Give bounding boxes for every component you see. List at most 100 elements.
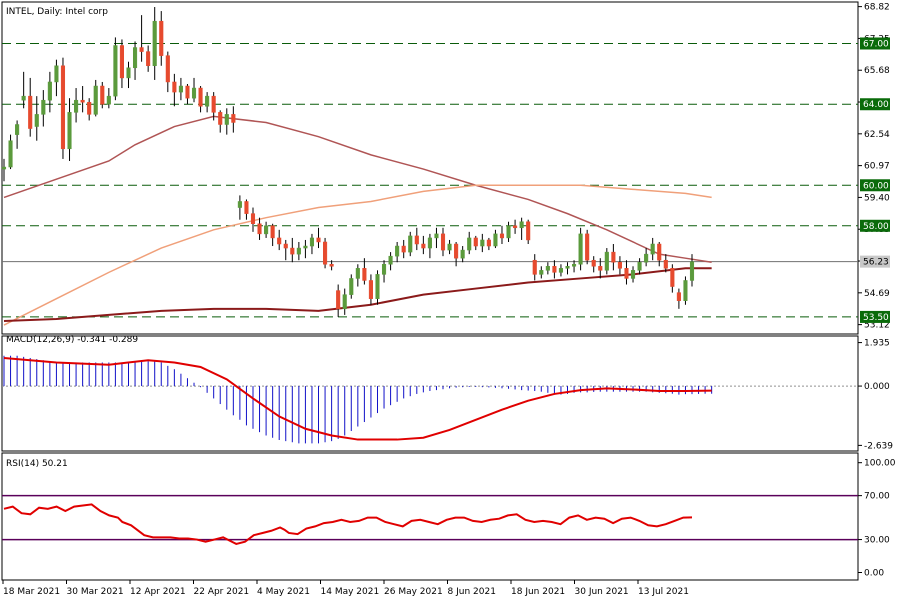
level-label-box xyxy=(860,37,890,50)
price-tick-label: 54.69 xyxy=(864,289,890,299)
candle-body xyxy=(329,264,334,267)
candle-body xyxy=(558,268,564,273)
candle-body xyxy=(146,51,151,67)
candle-body xyxy=(611,251,616,263)
panel-frame xyxy=(1,335,859,452)
level-label-box xyxy=(860,310,890,323)
candle-body xyxy=(499,233,505,239)
candle-body xyxy=(552,266,557,273)
level-label: 67.00 xyxy=(863,39,889,49)
rsi-label: RSI(14) 50.21 xyxy=(6,459,68,469)
candle-body xyxy=(257,223,262,235)
candle-body xyxy=(598,266,603,271)
candle-body xyxy=(211,95,216,113)
candle-body xyxy=(604,251,609,271)
candle-body xyxy=(309,237,315,247)
candle-body xyxy=(264,225,269,235)
candle-body xyxy=(303,245,308,249)
x-tick-label: 13 Jul 2021 xyxy=(638,587,689,597)
x-tick-label: 8 Jun 2021 xyxy=(448,587,496,597)
current-price-label: 56.23 xyxy=(863,258,889,268)
candle-body xyxy=(408,235,413,253)
x-tick-label: 4 May 2021 xyxy=(257,587,310,597)
panel-frame xyxy=(1,452,859,581)
candle-body xyxy=(591,259,596,267)
candle-body xyxy=(296,247,301,255)
candle-body xyxy=(231,114,236,123)
x-tick-label: 22 Apr 2021 xyxy=(194,587,250,597)
candle-body xyxy=(395,245,400,257)
level-label: 64.00 xyxy=(863,100,889,110)
candle-body xyxy=(126,67,131,79)
candle-body xyxy=(54,65,59,83)
candle-body xyxy=(624,268,629,279)
candle-body xyxy=(388,255,393,265)
level-label-box xyxy=(860,219,890,232)
candle-body xyxy=(401,245,406,253)
rsi-line xyxy=(3,503,693,546)
candle-body xyxy=(28,95,33,129)
candle-body xyxy=(650,243,655,255)
candle-body xyxy=(323,241,328,265)
level-label-box xyxy=(860,98,890,111)
panel-labels: INTEL, Daily: Intel corp MACD(12,26,9) -… xyxy=(6,7,138,469)
rsi-tick-label: 0.00 xyxy=(864,569,884,579)
candle-body xyxy=(447,243,452,251)
candle-body xyxy=(644,253,649,263)
macd-tick-label: 1.935 xyxy=(864,339,890,349)
candle-body xyxy=(506,225,511,239)
candle-body xyxy=(250,213,256,225)
rsi-tick-label: 70.00 xyxy=(864,492,890,502)
candle-body xyxy=(657,243,662,261)
price-tick-label: 68.82 xyxy=(864,3,890,13)
candle-body xyxy=(689,261,695,281)
price-tick-label: 53.12 xyxy=(864,321,890,331)
candle-body xyxy=(342,294,347,310)
candle-body xyxy=(355,268,360,279)
macd-tick-label: 0.000 xyxy=(864,382,890,392)
candle-body xyxy=(21,95,26,101)
x-tick-label: 18 Jun 2021 xyxy=(511,587,565,597)
panel-frame xyxy=(1,1,859,335)
candle-body xyxy=(277,237,282,245)
candle-body xyxy=(585,233,590,261)
candle-body xyxy=(178,85,183,93)
candle-body xyxy=(486,239,491,247)
candle-body xyxy=(421,243,426,249)
candle-body xyxy=(565,266,570,269)
x-tick-label: 18 Mar 2021 xyxy=(3,587,60,597)
candle-body xyxy=(41,99,46,115)
candle-body xyxy=(539,270,544,275)
price-tick-label: 59.40 xyxy=(864,193,890,203)
rsi-tick-label: 30.00 xyxy=(864,536,890,546)
macd-panel: 1.935 0.000 -2.639 xyxy=(1,335,893,452)
candle-body xyxy=(47,81,52,101)
candle-body xyxy=(100,85,105,105)
candle-body xyxy=(454,243,459,259)
candle-body xyxy=(74,99,79,113)
candle-body xyxy=(630,270,636,279)
candle-body xyxy=(637,261,642,271)
level-label: 53.50 xyxy=(863,313,889,323)
macd-tick-label: -2.639 xyxy=(864,441,893,451)
candle-body xyxy=(191,87,197,99)
candle-body xyxy=(165,55,170,83)
candle-body xyxy=(205,95,210,107)
candle-body xyxy=(218,112,223,125)
candle-body xyxy=(375,274,380,299)
candle-body xyxy=(663,259,668,269)
candle-body xyxy=(244,201,249,214)
candle-body xyxy=(1,166,7,170)
candle-body xyxy=(532,259,537,275)
candle-body xyxy=(283,243,288,249)
candle-body xyxy=(80,99,85,103)
candle-body xyxy=(414,235,419,245)
candle-body xyxy=(617,261,622,269)
x-axis: 18 Mar 2021 30 Mar 2021 12 Apr 2021 22 Apr … xyxy=(2,580,689,597)
candle-body xyxy=(270,225,275,239)
candle-body xyxy=(106,95,111,105)
candle-body xyxy=(670,268,675,287)
candle-body xyxy=(113,45,118,97)
candle-body xyxy=(519,221,524,229)
